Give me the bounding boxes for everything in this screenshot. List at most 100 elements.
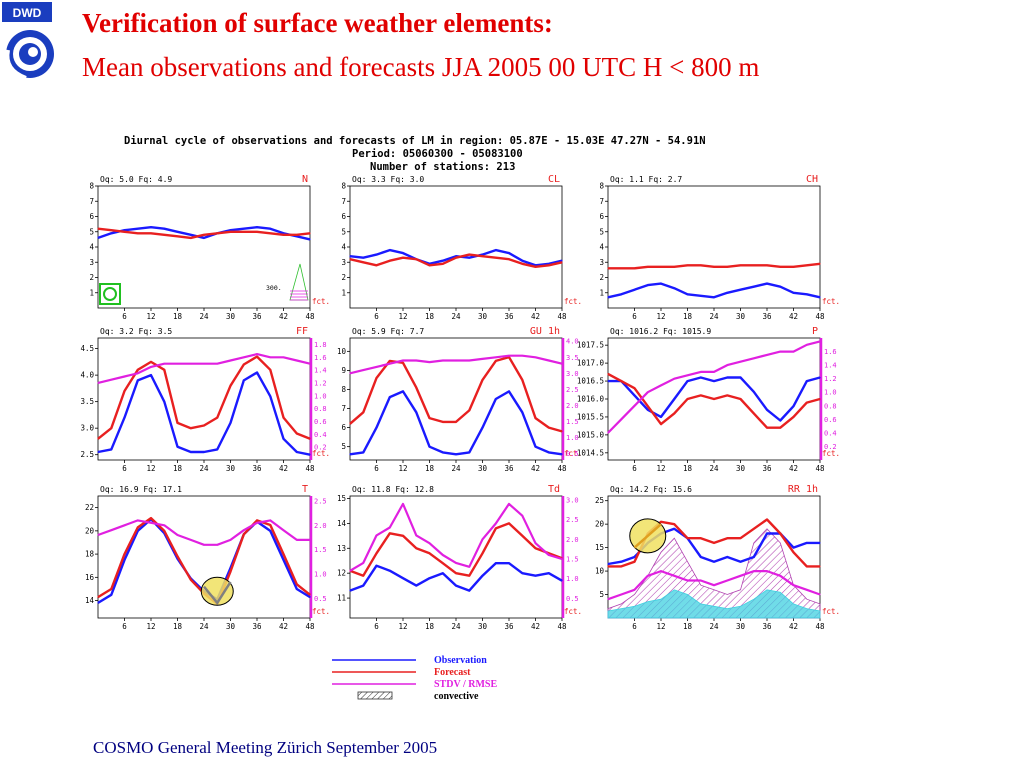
observation-point: [766, 283, 768, 285]
x-tick-label: 6: [632, 464, 637, 473]
stdv-point: [495, 522, 497, 525]
stdv-point: [766, 354, 768, 356]
forecast-point: [660, 266, 662, 268]
observation-point: [229, 229, 232, 231]
forecast-line: [608, 262, 821, 270]
forecast-point: [660, 423, 662, 425]
highlight-path: [633, 523, 662, 549]
x-tick-label: 48: [815, 312, 825, 321]
observation-point: [282, 559, 285, 561]
observation-point: [779, 286, 781, 288]
stdv-point: [779, 350, 781, 353]
observation-point: [402, 252, 404, 254]
forecast-point: [766, 518, 768, 521]
observation-point: [362, 257, 364, 259]
observation-point: [415, 585, 417, 587]
y-tick-label: 6: [89, 212, 94, 221]
y-tick-label: 3: [599, 258, 604, 267]
forecast-point: [243, 231, 245, 233]
y2-tick-label: 0.5: [314, 595, 327, 603]
forecast-point: [806, 401, 808, 404]
observation-point: [779, 419, 781, 422]
forecast-point: [468, 575, 470, 577]
forecast-point: [415, 386, 417, 389]
fct-label: fct.: [822, 607, 840, 616]
forecast-point: [150, 517, 152, 519]
stdv-line: [349, 502, 563, 572]
y-tick-label: 6: [599, 212, 604, 221]
x-tick-label: 30: [226, 312, 236, 321]
stdv-point: [428, 542, 431, 544]
stdv-point: [389, 363, 391, 365]
observation-point: [243, 228, 245, 230]
forecast-point: [137, 232, 139, 234]
forecast-point: [442, 263, 444, 265]
forecast-point: [633, 561, 636, 563]
y2-tick-label: 1.5: [314, 546, 327, 554]
stdv-point: [362, 562, 364, 564]
observation-point: [163, 401, 165, 403]
x-tick-label: 12: [398, 464, 407, 473]
observation-point: [495, 562, 497, 564]
y-tick-label: 1016.5: [577, 377, 604, 386]
forecast-point: [375, 552, 378, 554]
y-tick-label: 4: [599, 243, 604, 252]
y2-tick-label: 1.6: [824, 348, 837, 356]
x-tick-label: 18: [173, 464, 183, 473]
forecast-point: [110, 427, 112, 429]
y2-tick-label: 0.4: [824, 429, 837, 437]
stdv-point: [753, 357, 755, 359]
y-tick-label: 2.5: [80, 450, 94, 459]
forecast-point: [673, 523, 675, 525]
stdv-line: [607, 340, 821, 434]
stdv-point: [442, 554, 444, 556]
plot-frame: [349, 495, 563, 619]
observation-point: [713, 561, 715, 563]
fct-label: fct.: [564, 607, 582, 616]
observation-point: [110, 448, 112, 450]
forecast-point: [713, 266, 715, 268]
y-tick-label: 1: [341, 288, 346, 297]
forecast-point: [534, 266, 537, 268]
forecast-point: [700, 537, 702, 539]
figure-stations: Number of stations: 213: [370, 161, 515, 173]
observation-point: [686, 293, 689, 295]
observation-point: [269, 395, 271, 397]
y-tick-label: 4: [341, 243, 346, 252]
observation-point: [389, 396, 391, 398]
observation-point: [753, 286, 755, 288]
x-tick-label: 6: [122, 312, 127, 321]
observation-point: [309, 238, 311, 240]
y-tick-label: 1017.5: [577, 341, 604, 350]
stdv-point: [402, 503, 404, 505]
y-tick-label: 2: [599, 273, 604, 282]
observation-point: [508, 252, 510, 254]
observation-point: [442, 572, 444, 574]
y-tick-label: 5: [89, 227, 94, 236]
observation-point: [296, 451, 298, 453]
observation-point: [561, 580, 563, 582]
stdv-point: [296, 359, 298, 362]
stdv-point: [819, 340, 821, 342]
forecast-point: [389, 260, 391, 262]
y-tick-label: 14: [85, 596, 95, 605]
stdv-point: [819, 593, 821, 596]
observation-point: [176, 446, 179, 448]
forecast-point: [150, 232, 152, 234]
forecast-point: [700, 394, 702, 397]
observation-point: [216, 448, 218, 450]
stdv-point: [349, 372, 351, 374]
observation-point: [766, 409, 768, 411]
stdv-point: [686, 579, 689, 582]
forecast-point: [442, 562, 444, 564]
stdv-point: [123, 524, 126, 526]
stdv-point: [713, 584, 715, 586]
x-tick-label: 42: [789, 464, 798, 473]
x-tick-label: 6: [374, 464, 379, 473]
forecast-point: [309, 232, 311, 234]
observation-point: [468, 451, 470, 453]
forecast-point: [229, 231, 232, 233]
y-tick-label: 9: [341, 366, 346, 375]
observation-point: [607, 296, 609, 298]
x-tick-label: 18: [683, 464, 693, 473]
